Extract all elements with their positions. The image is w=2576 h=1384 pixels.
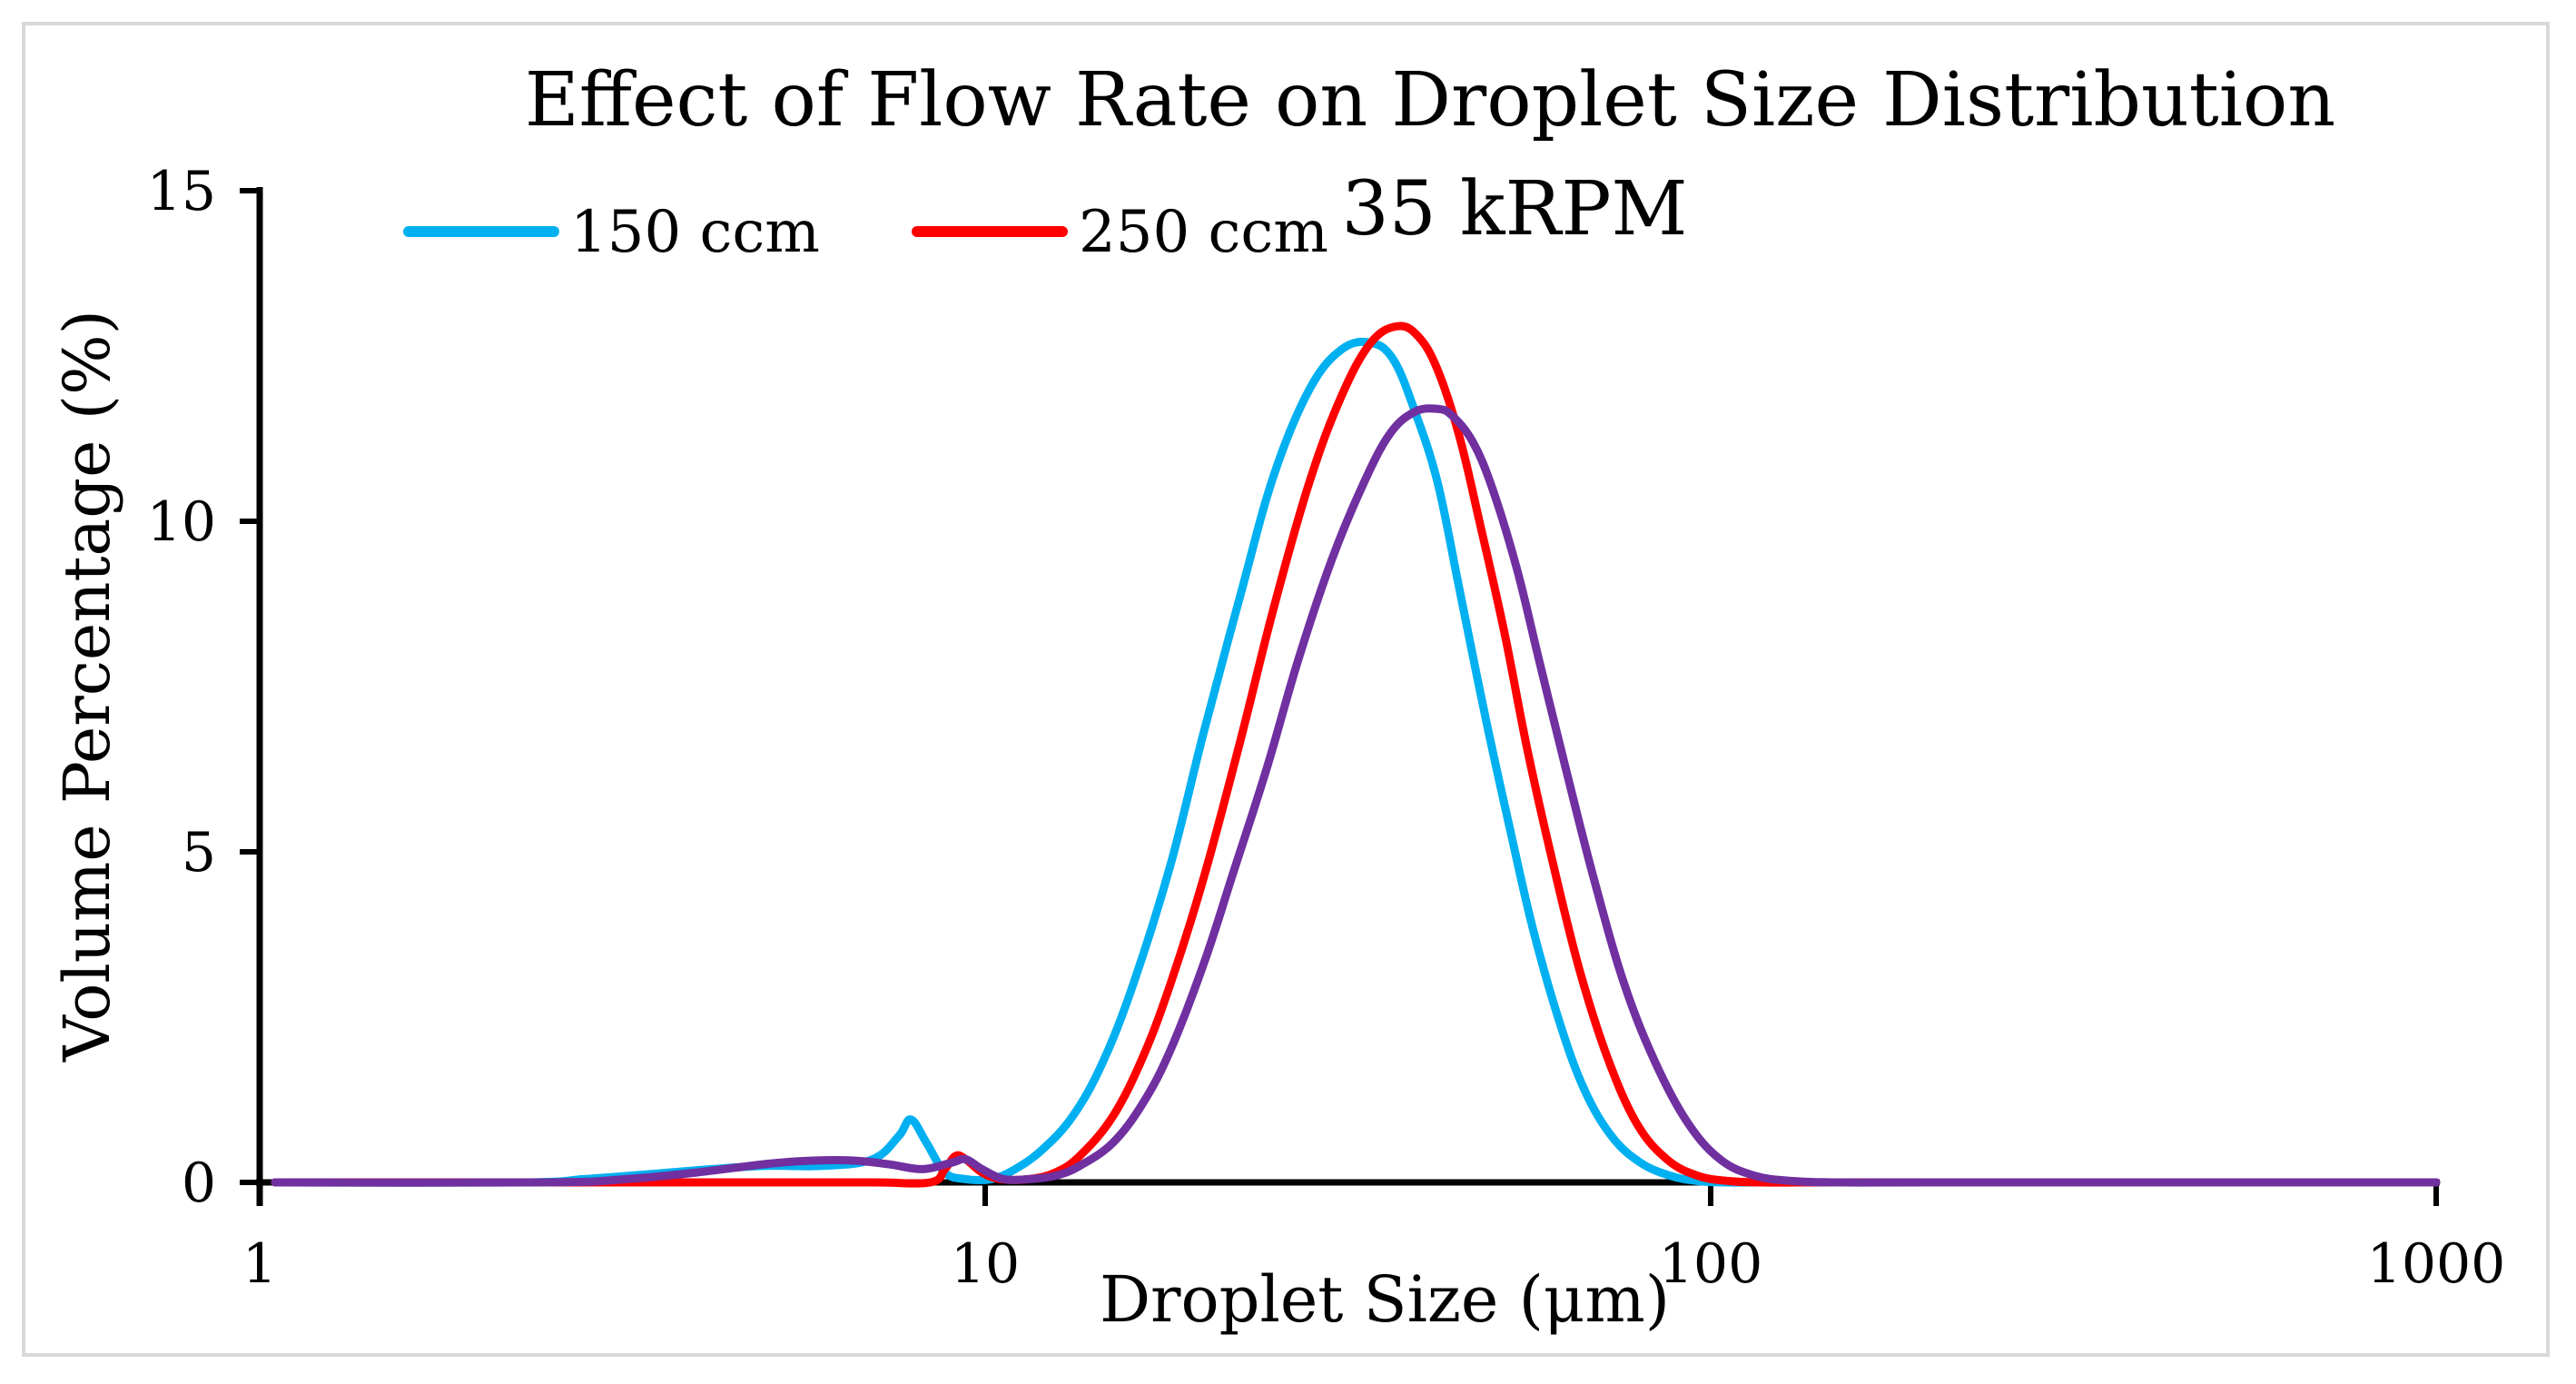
- x-tick-label: 1000: [2367, 1232, 2506, 1296]
- legend-label-2: 250 ccm: [1079, 199, 1328, 266]
- chart-title: Effect of Flow Rate on Droplet Size Dist…: [525, 57, 2335, 143]
- x-axis-label: Droplet Size (μm): [1100, 1262, 1670, 1337]
- series-line-1: [271, 337, 2441, 1187]
- series-line-3: [271, 404, 2441, 1187]
- y-tick-label: 15: [147, 160, 216, 223]
- y-tick-label: 5: [182, 821, 216, 885]
- x-tick-label: 100: [1659, 1232, 1763, 1296]
- x-tick-label: 1: [242, 1232, 277, 1296]
- y-tick-label: 0: [182, 1152, 216, 1215]
- series-line-2: [271, 321, 2441, 1188]
- y-axis-label: Volume Percentage (%): [50, 310, 124, 1063]
- y-tick-label: 10: [147, 490, 216, 554]
- x-tick-label: 10: [951, 1232, 1020, 1296]
- chart-subtitle: 35 kRPM: [1342, 166, 1688, 252]
- legend-label-1: 150 ccm: [570, 199, 820, 266]
